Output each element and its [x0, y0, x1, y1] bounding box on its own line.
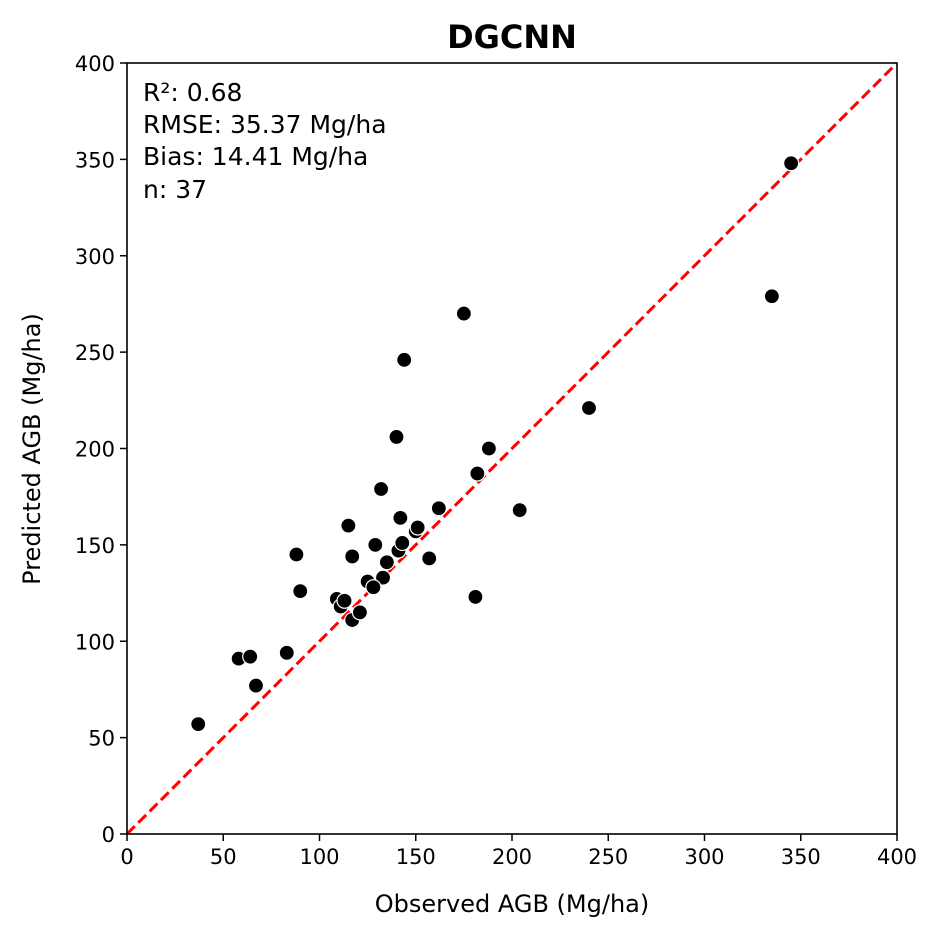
x-tick-label: 250 — [588, 845, 628, 869]
data-point — [365, 579, 382, 596]
stat-bias: Bias: 14.41 Mg/ha — [143, 142, 368, 171]
y-tick-label: 150 — [75, 534, 115, 558]
data-point — [392, 509, 409, 526]
data-point — [373, 480, 390, 498]
data-point — [580, 399, 598, 417]
y-tick-label: 400 — [75, 52, 115, 76]
x-tick-label: 100 — [299, 845, 339, 869]
data-point — [409, 519, 426, 536]
data-point — [344, 548, 361, 565]
y-tick-label: 100 — [75, 630, 115, 654]
data-point — [247, 677, 265, 694]
data-point — [511, 502, 528, 519]
y-tick-label: 0 — [102, 823, 115, 847]
data-point — [430, 500, 447, 517]
stat-rmse: RMSE: 35.37 Mg/ha — [143, 110, 387, 139]
x-tick-label: 150 — [396, 845, 436, 869]
data-point — [292, 583, 309, 600]
data-point — [351, 604, 369, 621]
x-tick-label: 200 — [492, 845, 532, 869]
data-point — [396, 351, 413, 368]
chart-title: DGCNN — [447, 18, 577, 56]
data-point — [190, 716, 207, 733]
data-points — [190, 155, 800, 733]
x-tick-label: 300 — [684, 845, 724, 869]
data-point — [378, 554, 395, 571]
data-point — [288, 546, 305, 563]
data-point — [278, 644, 295, 661]
y-tick-label: 50 — [88, 727, 115, 751]
y-axis-label: Predicted AGB (Mg/ha) — [18, 313, 46, 585]
x-tick-label: 50 — [210, 845, 237, 869]
y-axis-ticks: 0 50 100 150 200 250 300 350 400 — [75, 52, 127, 847]
x-tick-label: 350 — [781, 845, 821, 869]
data-point — [469, 465, 486, 482]
y-tick-label: 200 — [75, 438, 115, 462]
y-tick-label: 350 — [75, 148, 115, 172]
data-point — [455, 305, 472, 322]
one-to-one-line — [125, 61, 899, 836]
x-tick-label: 400 — [877, 845, 917, 869]
y-tick-label: 300 — [75, 245, 115, 269]
data-point — [783, 155, 800, 172]
data-point — [374, 569, 392, 586]
stat-r2: R²: 0.68 — [143, 78, 242, 107]
data-point — [467, 588, 484, 606]
data-point — [388, 428, 405, 446]
data-point — [340, 517, 357, 534]
x-tick-label: 0 — [120, 845, 133, 869]
stat-n: n: 37 — [143, 175, 207, 204]
data-point — [242, 648, 259, 665]
data-point — [394, 534, 411, 552]
data-point — [336, 592, 353, 609]
data-point — [763, 288, 780, 305]
stats-annotation: R²: 0.68 RMSE: 35.37 Mg/ha Bias: 14.41 M… — [143, 78, 387, 204]
x-axis-label: Observed AGB (Mg/ha) — [375, 890, 649, 918]
x-axis-ticks: 0 50 100 150 200 250 300 350 400 — [120, 834, 917, 869]
data-point — [367, 536, 384, 553]
data-point — [421, 550, 438, 567]
y-tick-label: 250 — [75, 341, 115, 365]
data-point — [480, 440, 497, 457]
reference-line-layer — [125, 61, 899, 836]
